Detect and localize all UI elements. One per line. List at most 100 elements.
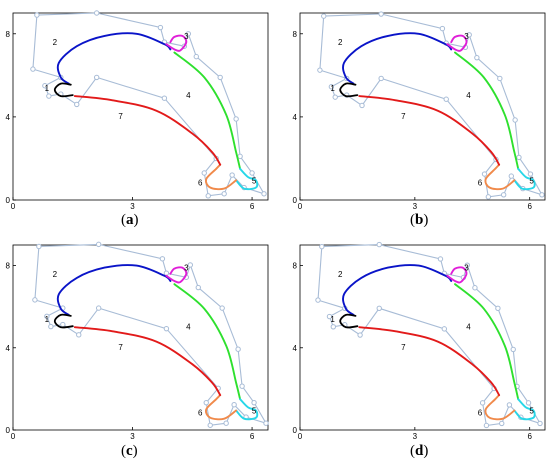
control-point	[319, 243, 325, 250]
control-point	[95, 241, 102, 248]
control-point	[499, 420, 505, 427]
control-point	[497, 75, 503, 82]
control-point	[36, 243, 42, 250]
segment-label: 3	[464, 264, 469, 273]
control-point	[74, 101, 80, 108]
control-point	[474, 54, 480, 61]
curve-seg5	[235, 398, 259, 421]
curve-seg5	[513, 167, 536, 191]
x-tick-label: 0	[11, 202, 16, 210]
x-tick-label: 6	[527, 432, 532, 441]
control-point	[34, 12, 40, 18]
x-tick-label: 0	[298, 432, 303, 441]
curve-seg2	[56, 32, 172, 85]
control-polygon	[319, 13, 544, 198]
segment-label: 3	[184, 32, 189, 41]
curve-seg7	[73, 326, 222, 397]
curve-seg1	[339, 313, 359, 329]
curve-seg6	[484, 394, 516, 421]
control-point	[376, 241, 382, 248]
control-point	[437, 256, 444, 262]
segment-label: 2	[338, 38, 343, 47]
control-point	[441, 326, 448, 332]
curve-seg4	[173, 283, 242, 401]
segment-label: 4	[186, 91, 191, 100]
caption-a: (a)	[121, 212, 139, 229]
control-point	[527, 171, 534, 177]
segment-label: 2	[53, 270, 58, 279]
control-point	[483, 422, 490, 429]
control-point	[466, 32, 472, 38]
control-point	[239, 383, 245, 389]
curve-seg6	[205, 163, 238, 191]
control-point	[217, 74, 223, 81]
segment-label: 6	[478, 409, 483, 418]
x-tick-label: 3	[130, 202, 135, 210]
control-point	[317, 67, 323, 73]
control-point	[237, 153, 243, 160]
segment-label: 5	[252, 407, 257, 416]
segment-label: 6	[478, 178, 483, 187]
plot-frame	[12, 12, 269, 201]
control-point	[46, 93, 52, 99]
segment-label: 1	[330, 315, 335, 324]
control-point	[479, 400, 486, 406]
segment-label: 4	[186, 322, 191, 331]
curve-seg6	[205, 394, 238, 421]
segment-label: 1	[330, 84, 335, 93]
segment-label: 5	[252, 176, 257, 185]
control-polygon	[317, 244, 542, 427]
caption-letter: a	[126, 212, 134, 228]
control-point	[508, 173, 515, 179]
segment-label: 7	[401, 112, 406, 121]
segment-label: 4	[466, 322, 471, 331]
curve-seg2	[342, 264, 453, 316]
control-polygon	[32, 12, 266, 197]
caption-close-paren: )	[423, 212, 429, 228]
curve-seg3	[165, 34, 188, 52]
curve-seg7	[358, 326, 501, 397]
y-tick-label: 8	[293, 262, 298, 271]
segment-label: 7	[118, 343, 123, 352]
segment-label: 6	[198, 178, 203, 187]
curve-seg4	[454, 51, 520, 170]
control-point	[219, 305, 225, 311]
control-point	[229, 172, 235, 178]
y-tick-label: 0	[293, 196, 298, 205]
control-point	[221, 191, 227, 197]
control-point	[93, 74, 100, 81]
control-point	[159, 256, 166, 262]
caption-d: (d)	[410, 443, 428, 460]
control-point	[157, 24, 164, 31]
segment-label: 5	[529, 407, 534, 416]
control-point	[378, 11, 384, 17]
control-point	[205, 193, 211, 199]
caption-c: (c)	[121, 443, 138, 460]
control-point	[42, 83, 48, 89]
control-polygon	[34, 243, 268, 426]
control-point	[525, 400, 532, 406]
control-point	[95, 305, 102, 311]
control-point	[261, 191, 267, 197]
segment-label: 2	[53, 38, 58, 47]
segment-label: 4	[466, 91, 471, 100]
curve-seg3	[165, 266, 188, 284]
control-point	[44, 313, 50, 320]
y-tick-label: 8	[293, 30, 298, 39]
control-point	[207, 422, 213, 428]
curve-seg1	[339, 82, 359, 98]
control-point	[537, 420, 543, 427]
x-tick-label: 0	[11, 432, 16, 441]
curve-seg3	[446, 34, 468, 52]
y-tick-label: 0	[6, 426, 11, 435]
control-point	[376, 305, 382, 312]
segment-label: 1	[45, 315, 50, 324]
